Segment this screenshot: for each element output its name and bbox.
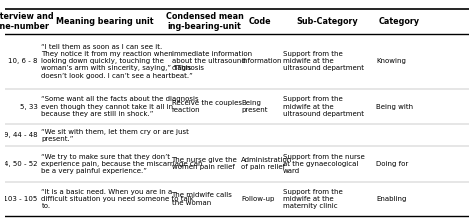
Text: 5, 33: 5, 33 (20, 103, 38, 109)
Text: Enabling: Enabling (376, 196, 406, 202)
Text: Doing for: Doing for (376, 161, 408, 167)
Text: Being with: Being with (376, 103, 413, 109)
Text: Code: Code (249, 17, 272, 26)
Text: Receive the couples
reaction: Receive the couples reaction (172, 100, 241, 113)
Text: Sub-Category: Sub-Category (297, 17, 358, 26)
Text: 4, 50 - 52: 4, 50 - 52 (4, 161, 38, 167)
Text: Support from the
midwife at the
maternity clinic: Support from the midwife at the maternit… (283, 189, 343, 209)
Text: Being
present: Being present (241, 100, 268, 113)
Text: 10, 6 - 8: 10, 6 - 8 (8, 58, 38, 64)
Text: Immediate information
about the ultrasound
diagnosis: Immediate information about the ultrasou… (172, 51, 252, 72)
Text: 9, 44 - 48: 9, 44 - 48 (4, 132, 38, 138)
Text: 12, 103 - 105: 12, 103 - 105 (0, 196, 38, 202)
Text: Support from the
midwife at the
ultrasound department: Support from the midwife at the ultrasou… (283, 96, 364, 117)
Text: Support from the nurse
at the gynaecological
ward: Support from the nurse at the gynaecolog… (283, 154, 365, 174)
Text: “We try to make sure that they don’t
experience pain, because the miscarriage ca: “We try to make sure that they don’t exp… (41, 154, 203, 174)
Text: Support from the
midwife at the
ultrasound department: Support from the midwife at the ultrasou… (283, 51, 364, 72)
Text: Meaning bearing unit: Meaning bearing unit (56, 17, 154, 26)
Text: The nurse give the
women pain relief: The nurse give the women pain relief (172, 157, 237, 170)
Text: Category: Category (379, 17, 420, 26)
Text: Interview and
line-number: Interview and line-number (0, 12, 54, 31)
Text: Knowing: Knowing (376, 58, 406, 64)
Text: The midwife calls
the woman: The midwife calls the woman (172, 192, 232, 206)
Text: “I tell them as soon as I can see it.
They notice it from my reaction when
looki: “I tell them as soon as I can see it. Th… (41, 44, 193, 79)
Text: Administration
of pain relief: Administration of pain relief (241, 157, 292, 170)
Text: Information: Information (241, 58, 282, 64)
Text: Follow-up: Follow-up (241, 196, 274, 202)
Text: Condensed mean
ing-bearing-unit: Condensed mean ing-bearing-unit (165, 12, 244, 31)
Text: “It is a basic need. When you are in a
difficult situation you need someone to t: “It is a basic need. When you are in a d… (41, 189, 194, 209)
Text: “Some want all the facts about the diagnosis
even though they cannot take it all: “Some want all the facts about the diagn… (41, 96, 199, 117)
Text: “We sit with them, let them cry or are just
present.”: “We sit with them, let them cry or are j… (41, 128, 189, 142)
